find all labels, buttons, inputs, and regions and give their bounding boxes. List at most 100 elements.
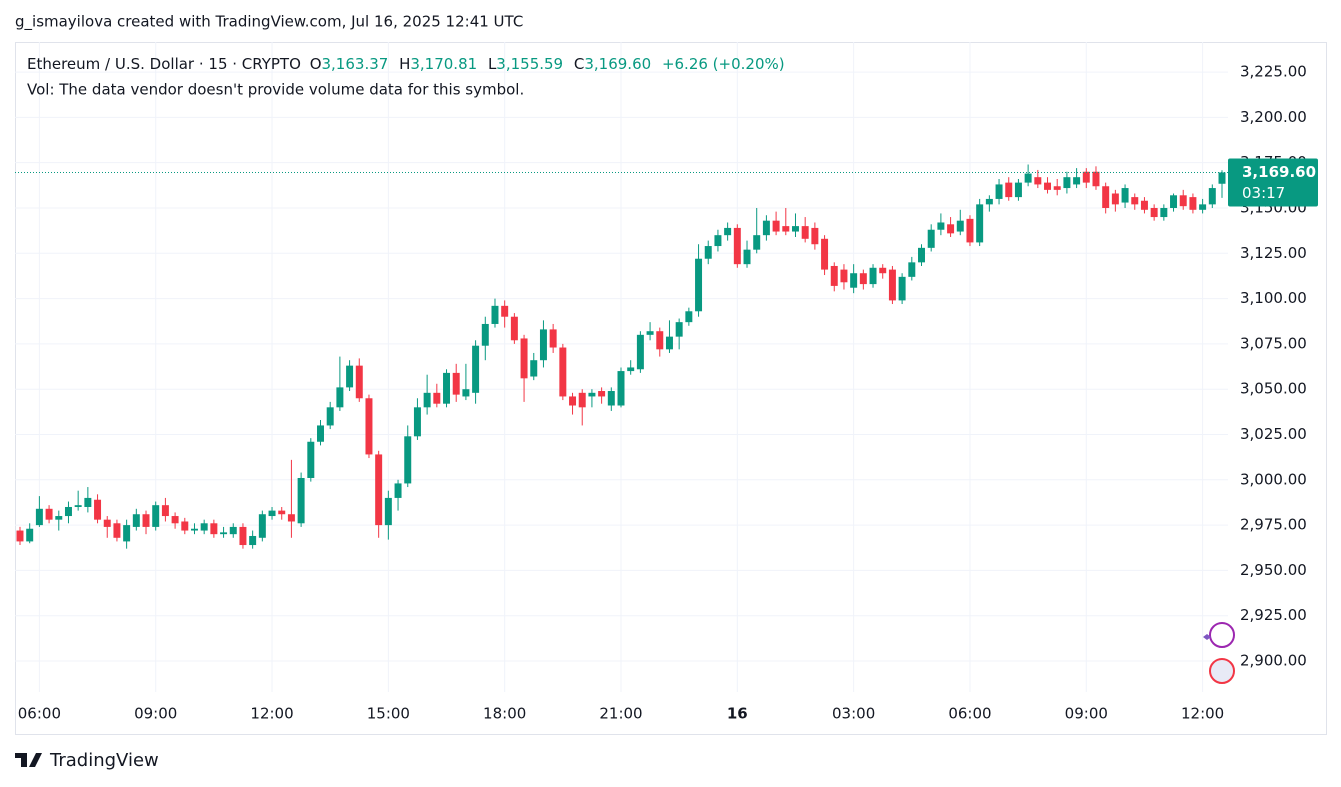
candle-body [1131,197,1139,205]
candle-body [84,497,92,507]
candle-body [297,477,305,524]
candle-body [811,227,819,245]
candle-body [1179,195,1187,207]
candle-body [190,528,198,531]
candle-body [704,246,712,259]
candle-body [714,235,722,247]
candle-body [685,311,693,323]
candle-body [772,220,780,232]
candle-body [656,331,664,350]
candle-body [695,258,703,312]
candle-body [879,267,887,274]
legend-line: Ethereum / U.S. Dollar · 15 · CRYPTO O3,… [27,55,785,73]
candle-body [869,267,877,285]
candle-body [404,436,412,484]
candle-body [1189,197,1197,210]
candle-body [249,535,257,546]
candle-body [947,224,955,234]
candle-body [898,276,906,301]
candle-body [16,530,24,542]
candle-body [1150,207,1158,218]
footer-logo: TradingView [15,750,159,771]
x-tick-label: 03:00 [832,705,875,723]
candle-body [753,235,761,250]
candle-body [888,269,896,301]
price-tag [1228,158,1318,207]
candle-body [239,526,247,546]
candle-body [1208,188,1216,205]
x-tick-label: 12:00 [250,705,293,723]
candle-body [569,396,577,406]
candle-body [617,371,625,406]
y-tick-label: 2,950.00 [1240,561,1307,579]
candle-body [35,508,43,526]
sparkle-icon [1203,634,1211,640]
candle-body [1199,204,1207,210]
x-tick-label: 09:00 [1065,705,1108,723]
low-label: L [488,55,497,73]
candle-body [113,523,121,538]
candle-body [588,392,596,397]
candle-body [346,365,354,388]
candle-body [1014,182,1022,198]
candle-body [317,425,324,442]
candle-body [598,391,606,397]
x-tick-label: 12:00 [1181,705,1224,723]
candle-body [1034,177,1042,185]
candle-body [268,510,276,517]
candle-body [539,329,547,361]
y-tick-label: 3,225.00 [1240,63,1307,81]
candle-body [801,226,809,239]
chart-frame [15,42,1327,735]
candle-body [181,521,189,531]
candle-body [966,218,974,243]
candle-body [287,514,295,522]
candle-body [937,222,945,230]
price-tag-countdown: 03:17 [1242,184,1285,202]
flag-icon [1209,658,1235,684]
candle-body [64,506,72,517]
candle-body [530,360,538,377]
side-icons [1203,622,1235,684]
y-tick-label: 3,075.00 [1240,334,1307,352]
candle-body [55,516,63,520]
close-label: C [574,55,584,73]
candle-body [278,510,286,515]
candle-body [472,345,480,393]
candle-body [229,526,237,535]
candle-body [200,523,208,531]
candle-body [956,220,964,232]
high-value: 3,170.81 [410,55,477,73]
candle-body [491,305,499,324]
candle-body [394,483,402,498]
candle-body [976,204,984,243]
change: +6.26 (+0.20%) [662,55,785,73]
candle-body [443,372,451,404]
candle-body [762,220,770,236]
candle-body [1160,207,1168,218]
candle-body [927,229,935,248]
candle-body [520,338,528,379]
candle-body [423,392,431,408]
logo-mark [15,753,42,767]
candle-body [995,184,1003,199]
x-tick-label: 21:00 [599,705,642,723]
candle-body [1005,182,1013,198]
candle-body [375,454,383,526]
price-tag-price: 3,169.60 [1242,163,1316,181]
axes: 2,900.00 2,925.00 2,950.00 2,975.00 3,000.00… [18,63,1318,723]
x-tick-label: 06:00 [948,705,991,723]
candle-body [501,305,509,317]
assistant-icon [1209,622,1235,648]
candle-body [782,226,790,232]
candle-body [1218,172,1226,184]
candle-body [220,532,228,535]
candle-body [336,387,344,408]
legend: Ethereum / U.S. Dollar · 15 · CRYPTO O3,… [27,55,785,99]
open-label: O [310,55,322,73]
candle-body [918,247,925,263]
candle-body [1053,186,1061,190]
candle-body [132,514,140,527]
candle-body [1024,173,1032,183]
